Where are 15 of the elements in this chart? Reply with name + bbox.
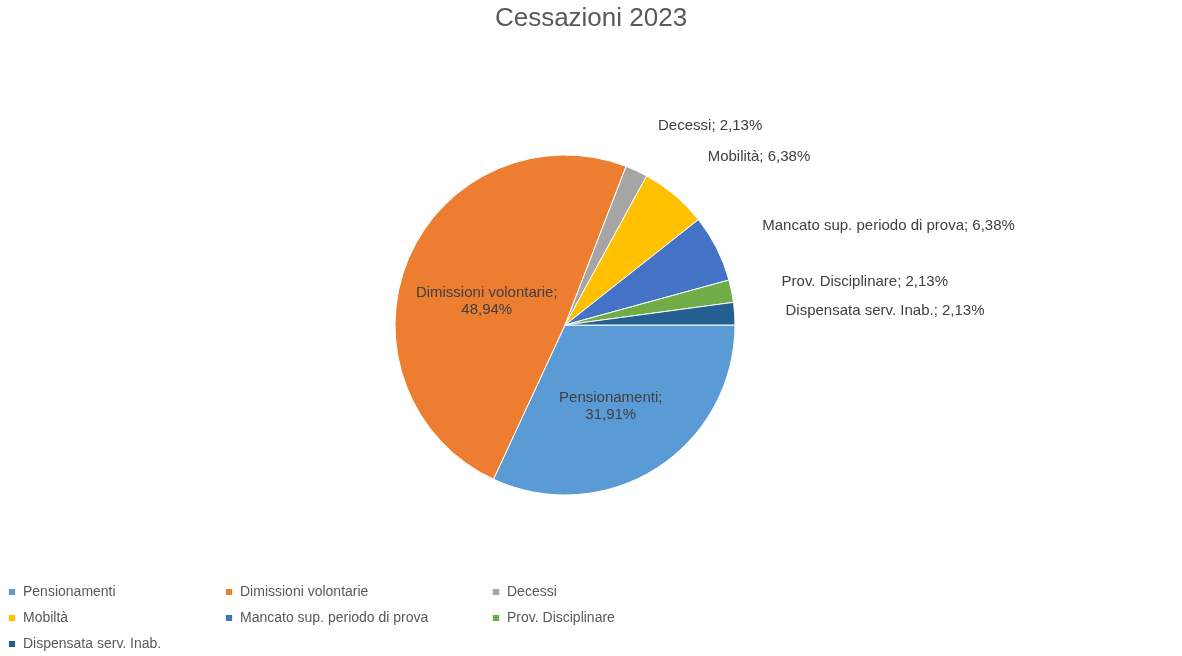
data-label: Decessi; 2,13%: [658, 115, 763, 133]
chart-title: Cessazioni 2023: [494, 2, 688, 32]
legend-label: Dimissioni volontarie: [240, 583, 369, 599]
legend-label: Mancato sup. periodo di prova: [240, 609, 429, 625]
data-label: Dimissioni volontarie; 48,94%: [415, 282, 558, 317]
data-label: Prov. Disciplinare; 2,13%: [781, 271, 949, 289]
data-label: Pensionamenti; 31,91%: [559, 387, 663, 422]
data-label: Dispensata serv. Inab.; 2,13%: [785, 301, 985, 319]
legend-label: Dispensata serv. Inab.: [23, 635, 162, 651]
data-label: Mobilità; 6,38%: [707, 147, 811, 165]
legend-label: Pensionamenti: [23, 583, 116, 599]
legend-label: Mobiltà: [23, 609, 69, 625]
data-label: Mancato sup. periodo di prova; 6,38%: [762, 216, 1015, 234]
legend-label: Prov. Disciplinare: [507, 609, 616, 625]
legend-label: Decessi: [507, 583, 557, 599]
